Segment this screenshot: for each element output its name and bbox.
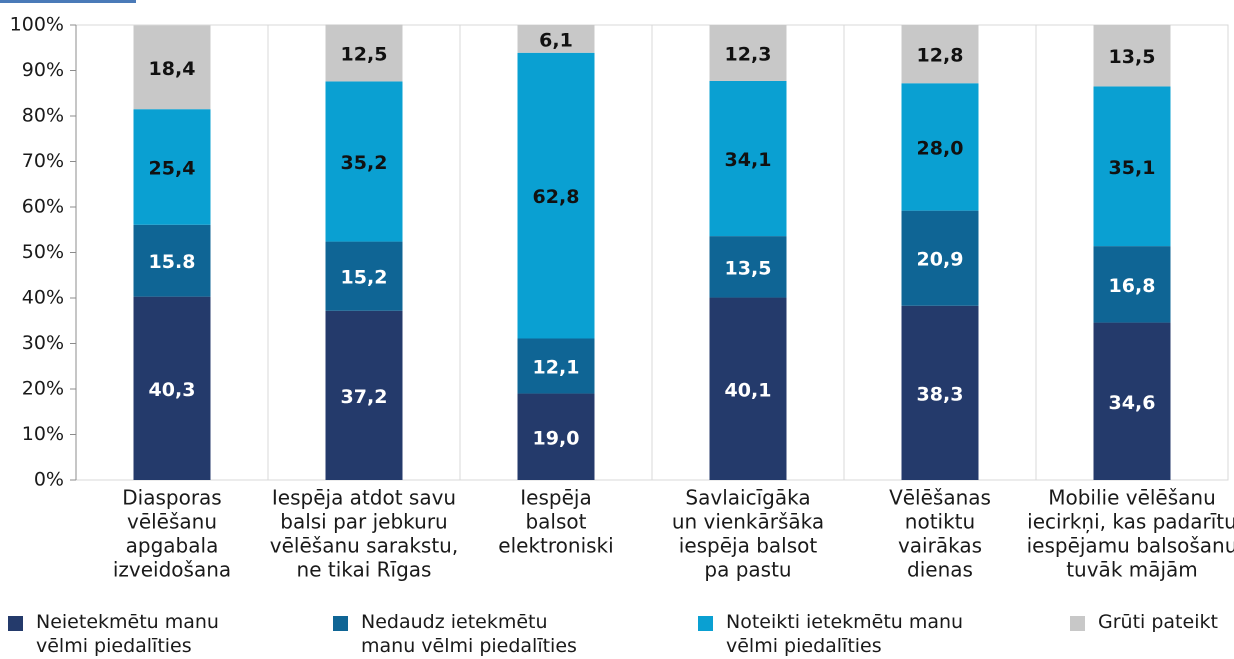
- y-tick-label: 60%: [22, 196, 64, 218]
- x-tick-label: vēlēšanu sarakstu,: [270, 534, 458, 558]
- bar-segment: [901, 305, 979, 480]
- x-tick-label: izveidošana: [113, 558, 231, 582]
- data-label: 13,5: [1109, 46, 1156, 68]
- y-tick-label: 20%: [22, 378, 64, 400]
- x-tick-label: Vēlēšanas: [889, 486, 991, 510]
- data-label: 12,8: [917, 45, 964, 67]
- bar-segment: [133, 296, 211, 480]
- data-label: 19,0: [533, 427, 580, 449]
- x-tick-label: Iespēja: [520, 486, 591, 510]
- data-label: 15,2: [341, 267, 388, 289]
- x-tick-label: tuvāk mājām: [1066, 558, 1198, 582]
- bar-segment: [325, 241, 403, 311]
- y-tick-label: 40%: [22, 287, 64, 309]
- bar-segment: [901, 25, 979, 84]
- bar-segment: [517, 393, 595, 480]
- bar-segment: [1093, 25, 1171, 87]
- data-label: 37,2: [341, 386, 388, 408]
- y-tick-label: 80%: [22, 105, 64, 127]
- bar-segment: [133, 109, 211, 225]
- bar-segment: [709, 80, 787, 237]
- x-tick-label: ne tikai Rīgas: [297, 558, 432, 582]
- data-label: 40,1: [725, 379, 772, 401]
- bar-segment: [1093, 86, 1171, 247]
- data-label: 6,1: [539, 29, 573, 51]
- bar-segment: [517, 338, 595, 394]
- legend-swatch: [8, 616, 23, 631]
- x-tick-label: balsi par jebkuru: [280, 510, 447, 534]
- data-label: 62,8: [533, 186, 580, 208]
- data-label: 15.8: [149, 251, 196, 273]
- x-tick-label: Savlaicīgāka: [685, 486, 810, 510]
- data-label: 34,1: [725, 149, 772, 171]
- y-tick-label: 0%: [34, 469, 64, 491]
- x-tick-label: apgabala: [126, 534, 219, 558]
- x-tick-label: balsot: [525, 510, 586, 534]
- data-label: 38,3: [917, 383, 964, 405]
- bar-segment: [325, 310, 403, 480]
- data-label: 35,1: [1109, 157, 1156, 179]
- decoration-bar: [0, 0, 136, 3]
- legend-label: Nedaudz ietekmētu manu vēlmi piedalīties: [361, 611, 577, 657]
- data-label: 12,1: [533, 357, 580, 379]
- y-tick-label: 50%: [22, 241, 64, 263]
- x-tick-label: notiktu: [905, 510, 975, 534]
- y-tick-label: 10%: [22, 423, 64, 445]
- x-tick-label: dienas: [907, 558, 973, 582]
- data-label: 25,4: [149, 157, 196, 179]
- bar-segment: [901, 210, 979, 306]
- x-tick-label: iespējamu balsošanu: [1027, 534, 1234, 558]
- x-tick-label: vēlēšanu: [127, 510, 217, 534]
- data-label: 13,5: [725, 257, 772, 279]
- x-tick-label: elektroniski: [498, 534, 613, 558]
- legend-label: Noteikti ietekmētu manu vēlmi piedalītie…: [726, 611, 964, 657]
- legend-label: Grūti pateikt: [1098, 611, 1218, 633]
- x-tick-label: Mobilie vēlēšanu: [1048, 486, 1216, 510]
- legend-swatch: [333, 616, 348, 631]
- y-tick-label: 70%: [22, 150, 64, 172]
- bar-segment: [517, 52, 595, 339]
- bar-segment: [1093, 246, 1171, 323]
- bar-segment: [709, 297, 787, 480]
- bar-segment: [1093, 322, 1171, 480]
- data-label: 34,6: [1109, 392, 1156, 414]
- x-tick-label: iespēja balsot: [679, 534, 818, 558]
- x-tick-label: Iespēja atdot savu: [272, 486, 456, 510]
- data-label: 16,8: [1109, 275, 1156, 297]
- bar-segment: [133, 224, 211, 297]
- data-label: 28,0: [917, 137, 964, 159]
- bar-segment: [325, 81, 403, 242]
- y-tick-label: 90%: [22, 59, 64, 81]
- x-tick-label: iecirkņi, kas padarītu: [1027, 510, 1234, 534]
- data-label: 12,3: [725, 43, 772, 65]
- legend-swatch: [1070, 616, 1085, 631]
- legend-swatch: [698, 616, 713, 631]
- x-tick-label: pa pastu: [704, 558, 791, 582]
- data-label: 12,5: [341, 43, 388, 65]
- data-label: 40,3: [149, 379, 196, 401]
- legend-label: Neietekmētu manu vēlmi piedalīties: [36, 611, 219, 657]
- bar-segment: [517, 25, 595, 53]
- bar-segment: [709, 25, 787, 81]
- x-tick-label: vairākas: [898, 534, 982, 558]
- bar-segment: [901, 83, 979, 211]
- data-label: 18,4: [149, 58, 196, 80]
- x-tick-label: un vienkāršāka: [672, 510, 824, 534]
- data-label: 20,9: [917, 249, 964, 271]
- y-tick-label: 100%: [10, 14, 64, 36]
- x-tick-label: Diasporas: [122, 486, 221, 510]
- data-label: 35,2: [341, 152, 388, 174]
- bar-segment: [709, 236, 787, 298]
- bar-segment: [133, 25, 211, 110]
- y-tick-label: 30%: [22, 332, 64, 354]
- bar-segment: [325, 24, 403, 82]
